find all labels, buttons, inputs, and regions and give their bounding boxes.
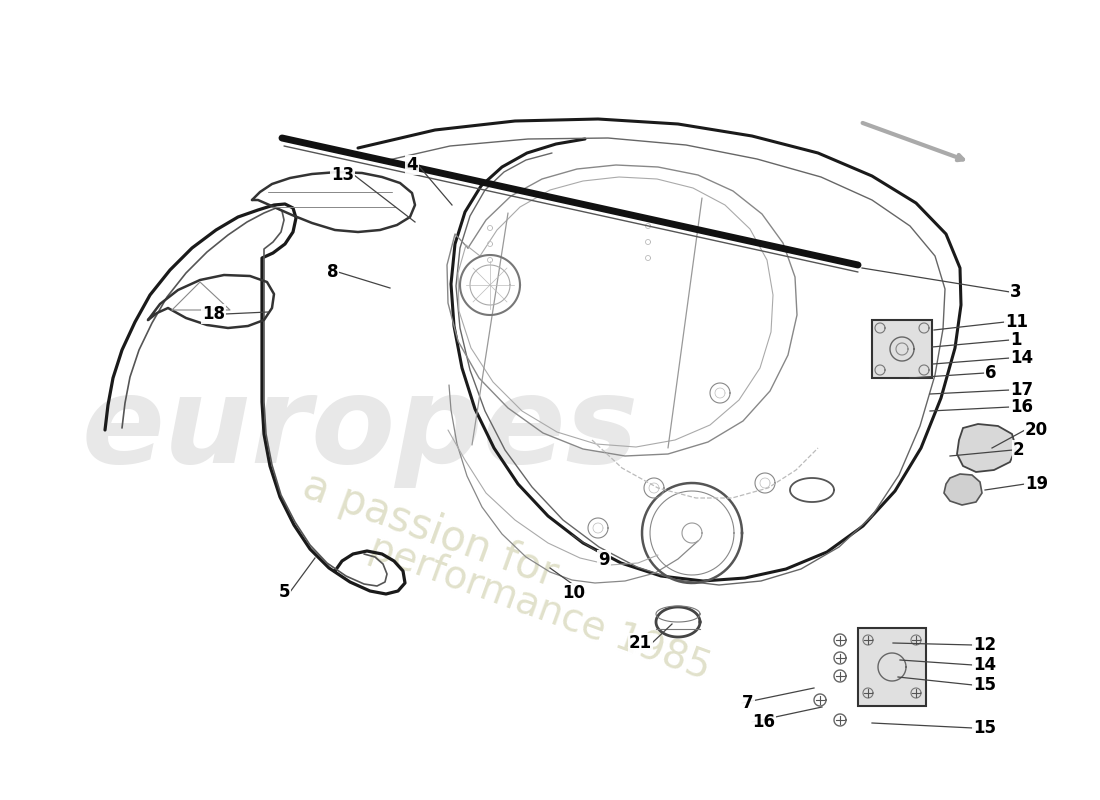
Text: 16: 16: [1010, 398, 1033, 416]
Text: 14: 14: [1010, 349, 1033, 367]
Bar: [872, 320, 932, 378]
Text: 17: 17: [1010, 381, 1033, 399]
Bar: [858, 628, 926, 706]
Text: 21: 21: [629, 634, 652, 652]
Text: 9: 9: [598, 551, 611, 569]
Text: 12: 12: [974, 636, 997, 654]
Polygon shape: [944, 474, 982, 505]
Text: 1: 1: [1010, 331, 1022, 349]
Text: 8: 8: [327, 263, 338, 281]
Text: 20: 20: [1025, 421, 1048, 439]
Text: performance 1985: performance 1985: [364, 529, 716, 687]
Text: 6: 6: [984, 364, 997, 382]
Text: 5: 5: [278, 583, 290, 601]
Text: 16: 16: [752, 713, 776, 731]
Text: 15: 15: [974, 676, 996, 694]
Text: a passion for: a passion for: [297, 465, 563, 595]
Polygon shape: [957, 424, 1016, 472]
Text: europes: europes: [81, 371, 639, 489]
Text: 14: 14: [974, 656, 997, 674]
Text: 7: 7: [742, 694, 754, 712]
Text: 11: 11: [1005, 313, 1028, 331]
Text: 10: 10: [562, 584, 585, 602]
Text: 15: 15: [974, 719, 996, 737]
Text: 13: 13: [331, 166, 354, 184]
Text: 19: 19: [1025, 475, 1048, 493]
Text: 2: 2: [1013, 441, 1024, 459]
Text: 4: 4: [406, 156, 418, 174]
Text: 18: 18: [202, 305, 226, 323]
Text: 3: 3: [1010, 283, 1022, 301]
